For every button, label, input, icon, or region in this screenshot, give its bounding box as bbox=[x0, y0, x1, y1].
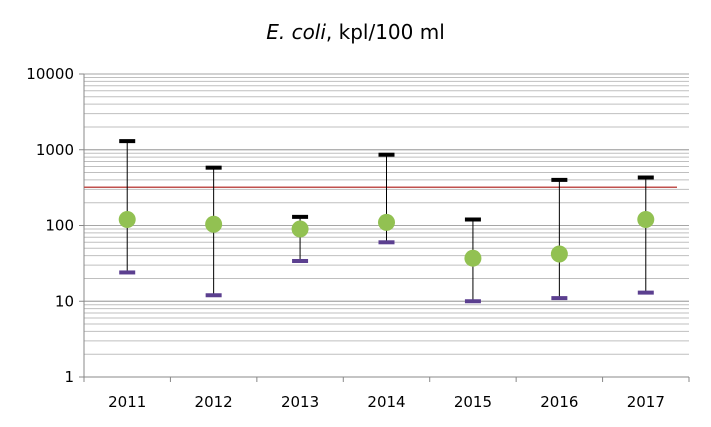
y-tick-label: 10 bbox=[55, 292, 74, 310]
y-tick-label: 100 bbox=[45, 217, 74, 235]
center-marker bbox=[291, 220, 309, 238]
x-tick-label: 2011 bbox=[108, 393, 146, 411]
max-marker bbox=[205, 165, 222, 170]
min-marker bbox=[551, 296, 568, 301]
x-tick-label: 2016 bbox=[540, 393, 578, 411]
min-marker bbox=[205, 293, 222, 298]
min-marker bbox=[378, 240, 395, 245]
max-marker bbox=[378, 152, 395, 157]
center-marker bbox=[637, 211, 655, 229]
x-tick-label: 2012 bbox=[195, 393, 233, 411]
max-marker bbox=[637, 175, 654, 180]
min-marker bbox=[119, 270, 136, 275]
min-marker bbox=[464, 299, 481, 304]
y-tick-label: 1000 bbox=[36, 141, 74, 159]
center-marker bbox=[205, 215, 223, 233]
x-tick-label: 2014 bbox=[367, 393, 405, 411]
x-tick-label: 2017 bbox=[627, 393, 665, 411]
max-marker bbox=[551, 177, 568, 182]
chart-title: E. coli, kpl/100 ml bbox=[0, 20, 711, 44]
max-marker bbox=[292, 214, 309, 219]
max-marker bbox=[464, 217, 481, 222]
max-marker bbox=[119, 139, 136, 144]
x-tick-label: 2013 bbox=[281, 393, 319, 411]
center-marker bbox=[378, 213, 395, 231]
min-marker bbox=[637, 290, 654, 295]
x-tick-label: 2015 bbox=[454, 393, 492, 411]
chart-title-rest: , kpl/100 ml bbox=[325, 20, 445, 44]
y-tick-label: 1 bbox=[64, 368, 74, 386]
min-marker bbox=[292, 258, 309, 263]
y-tick-label: 10000 bbox=[26, 65, 74, 83]
chart-title-italic: E. coli bbox=[266, 20, 326, 44]
center-marker bbox=[464, 249, 482, 267]
center-marker bbox=[550, 245, 568, 263]
center-marker bbox=[118, 211, 136, 229]
